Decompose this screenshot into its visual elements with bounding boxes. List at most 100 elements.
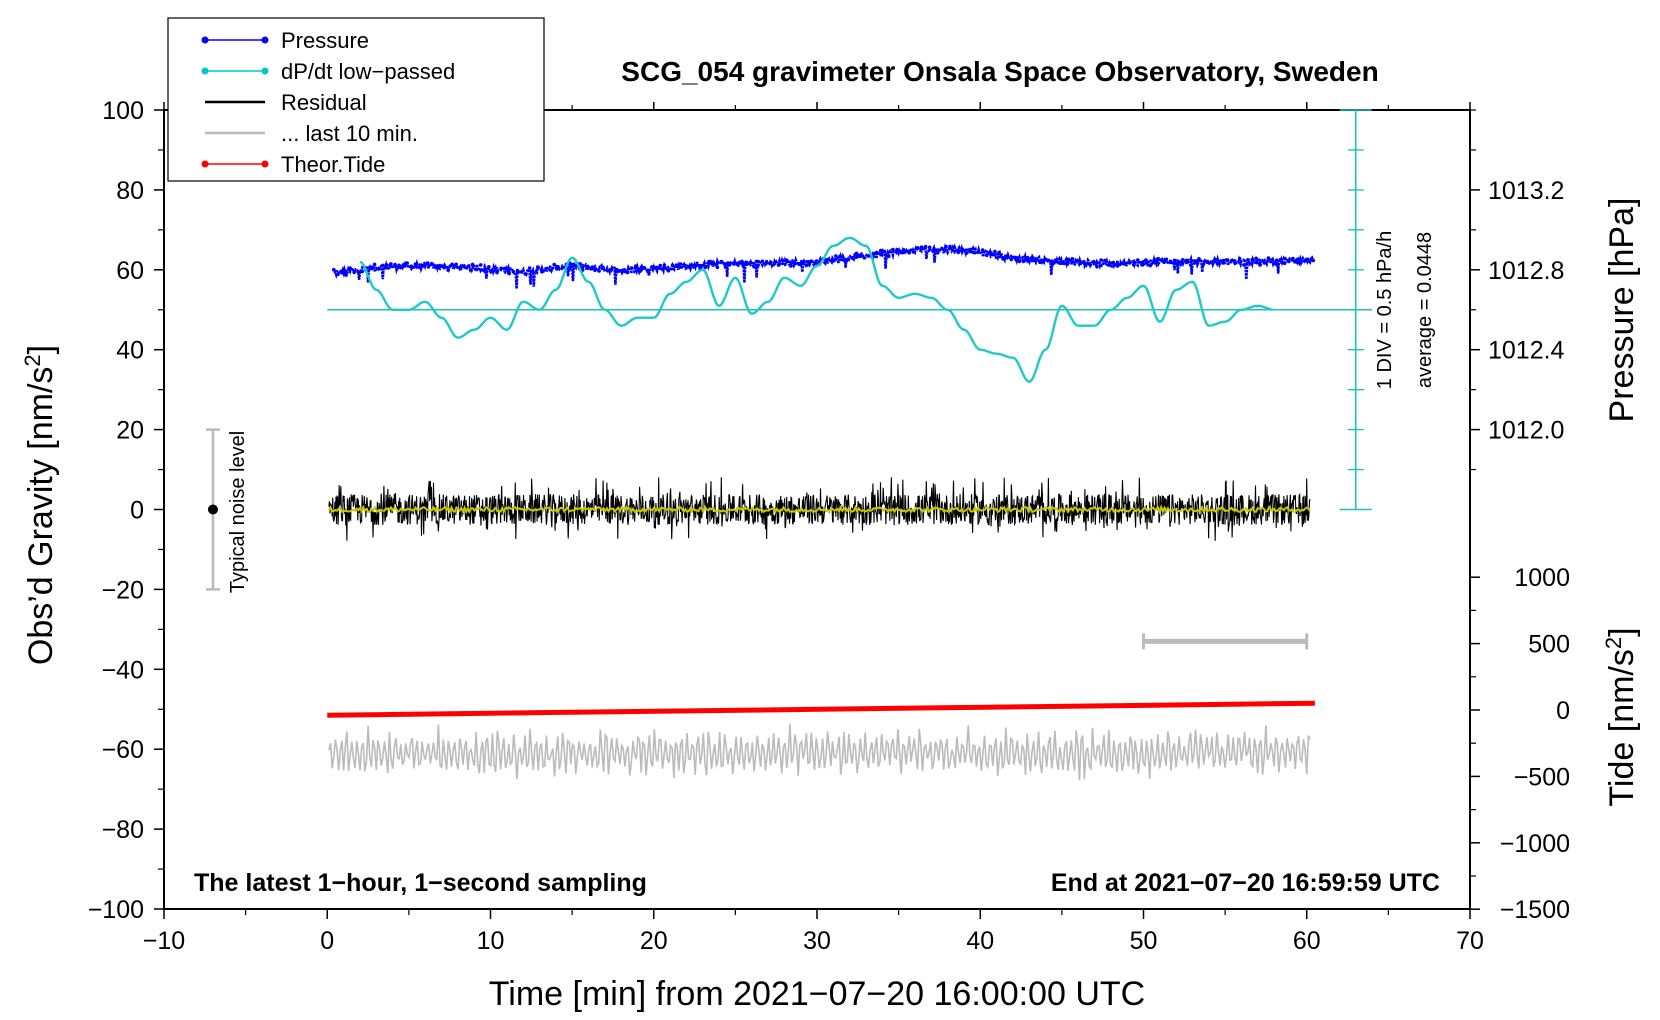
pressure-point: [1054, 258, 1058, 262]
pressure-point: [532, 271, 536, 275]
pressure-point: [760, 259, 765, 264]
pressure-point: [556, 265, 560, 269]
pressure-point: [1001, 257, 1005, 261]
tide-line: [327, 700, 1315, 718]
pressure-point: [552, 262, 556, 267]
pressure-point: [707, 259, 712, 264]
pressure-point: [866, 254, 871, 258]
pressure-point: [544, 266, 548, 271]
legend-marker: [261, 160, 269, 168]
pressure-point: [1233, 261, 1238, 265]
pressure-point: [1156, 256, 1160, 261]
pressure-point: [993, 249, 997, 254]
pressure-point: [1164, 257, 1169, 262]
pressure-point: [948, 244, 952, 249]
pressure-point: [1201, 263, 1205, 267]
pressure-point: [548, 268, 552, 272]
pressure-point: [385, 263, 389, 267]
pressure-point: [740, 259, 744, 264]
legend-label: dP/dt low−passed: [281, 59, 455, 84]
pressure-point: [752, 265, 756, 269]
pressure-point: [1176, 260, 1181, 265]
pressure-point: [1062, 261, 1067, 266]
pressure-point: [372, 262, 377, 267]
pressure-point: [503, 266, 508, 271]
pressure-point: [1209, 260, 1213, 264]
y-tick-label: −80: [102, 816, 144, 844]
axis-ticks: −10 0 10 20 30 40 50 60 70−100−80−60−40−20020406…: [88, 97, 1570, 955]
pressure-point: [1217, 261, 1222, 266]
pressure-point: [834, 254, 838, 258]
average-label: average = 0.0448: [1414, 232, 1436, 388]
pressure-point: [491, 270, 495, 274]
pressure-point: [923, 244, 928, 249]
pressure-point: [838, 254, 842, 259]
pressure-point: [1131, 263, 1136, 267]
pressure-point: [1058, 261, 1062, 266]
pressure-point: [1180, 258, 1185, 262]
y-tick-label: 80: [116, 177, 144, 205]
y-axis-label-tide: Tide [nm/s2]: [1601, 627, 1641, 806]
pressure-point: [789, 264, 793, 268]
pressure-point: [691, 263, 695, 268]
pressure-point: [887, 254, 891, 259]
y-tick-label: 60: [116, 257, 144, 285]
data-series: [327, 236, 1373, 781]
pressure-point: [1107, 262, 1111, 267]
pressure-point: [903, 250, 907, 254]
pressure-point: [1013, 255, 1018, 260]
x-tick-label: 10: [477, 927, 505, 955]
pressure-point: [438, 263, 442, 268]
pressure-point: [1066, 257, 1071, 262]
pressure-point: [1029, 256, 1034, 260]
pressure-point: [409, 264, 414, 269]
y-tick-label: −40: [102, 656, 144, 684]
pressure-point: [723, 262, 728, 266]
pressure-point: [1103, 258, 1107, 263]
pressure-point: [727, 262, 732, 267]
pressure-tick-label: 1012.8: [1488, 257, 1564, 285]
residual-line: [328, 477, 1311, 541]
pressure-point: [1262, 261, 1267, 265]
pressure-point: [793, 261, 797, 266]
pressure-point: [646, 269, 650, 274]
pressure-point: [862, 255, 867, 260]
y-axis-label-pressure: Pressure [hPa]: [1603, 198, 1641, 423]
pressure-point: [401, 263, 406, 268]
pressure-point: [1266, 256, 1271, 260]
pressure-point: [617, 269, 622, 273]
pressure-point: [662, 263, 667, 268]
pressure-point: [621, 269, 626, 274]
legend-marker: [261, 36, 269, 44]
pressure-point: [944, 244, 948, 249]
x-tick-label: 40: [966, 927, 994, 955]
pressure-point: [801, 261, 805, 266]
noise-level-label: Typical noise level: [227, 431, 249, 593]
pressure-point: [1025, 255, 1030, 260]
pressure-point: [1270, 257, 1275, 262]
pressure-point: [360, 269, 365, 274]
pressure-point: [882, 249, 887, 254]
pressure-point: [638, 269, 642, 274]
pressure-point: [434, 265, 438, 270]
x-tick-label: 20: [640, 927, 668, 955]
pressure-point: [1197, 257, 1201, 261]
pressure-point: [1021, 259, 1026, 264]
pressure-point: [768, 261, 773, 265]
pressure-point: [585, 266, 589, 271]
pressure-point: [1070, 257, 1075, 261]
pressure-point: [1258, 263, 1262, 267]
pressure-point: [1115, 262, 1120, 266]
pressure-point: [711, 261, 716, 266]
legend-label: ... last 10 min.: [281, 121, 418, 146]
pressure-point: [1152, 258, 1156, 263]
pressure-point: [960, 247, 965, 251]
legend-box: [167, 17, 545, 182]
pressure-point: [511, 270, 516, 274]
pressure-point: [487, 265, 491, 269]
x-tick-label: 0: [320, 927, 334, 955]
pressure-point: [936, 251, 940, 255]
x-tick-label: 60: [1293, 927, 1321, 955]
end-time-note: End at 2021−07−20 16:59:59 UTC: [1051, 869, 1440, 897]
